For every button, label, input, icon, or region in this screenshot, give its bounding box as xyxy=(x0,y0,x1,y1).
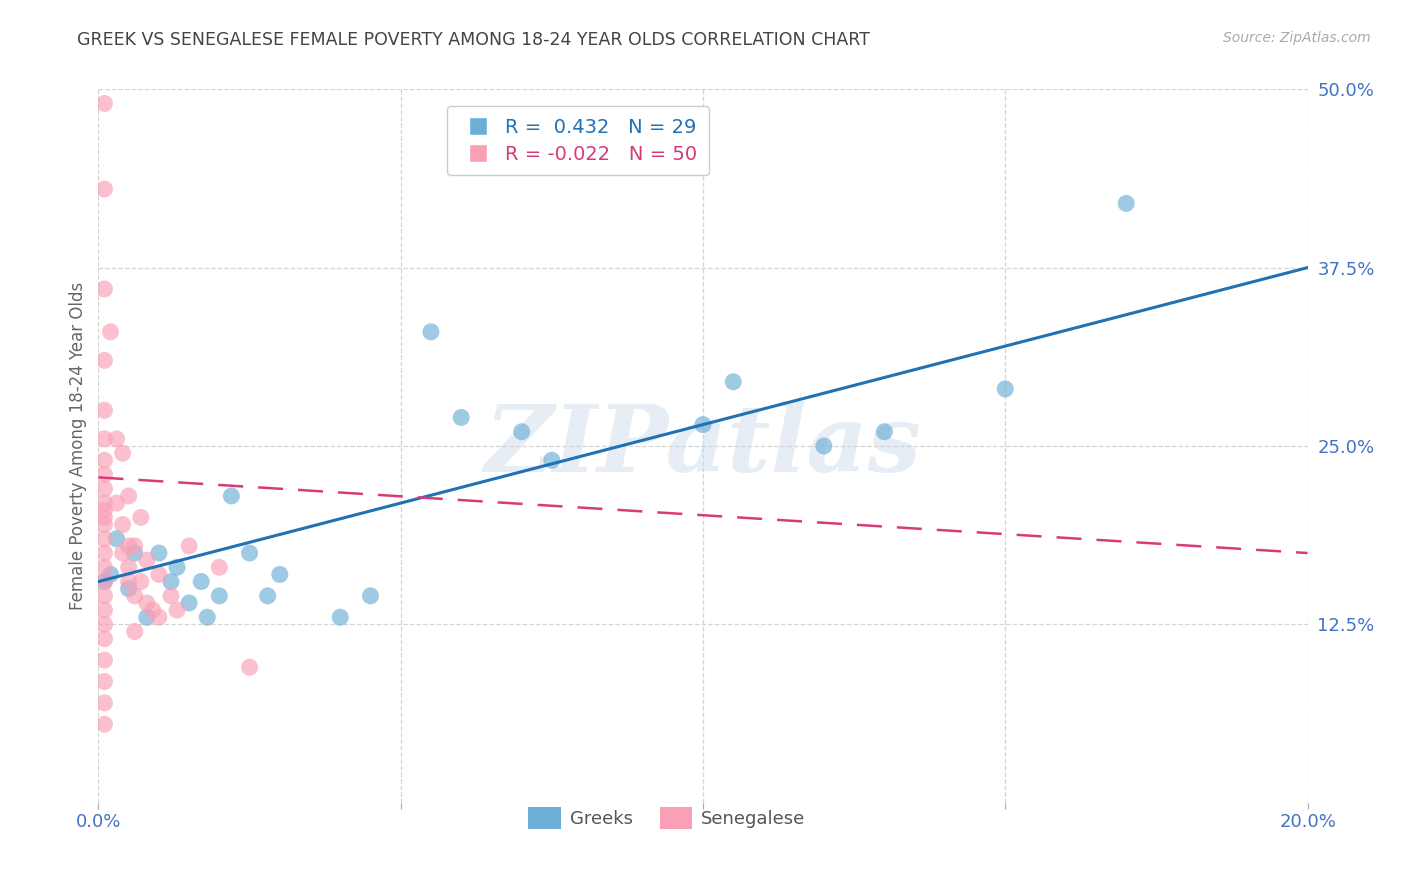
Point xyxy=(129,510,152,524)
Point xyxy=(269,567,291,582)
Point xyxy=(93,96,115,111)
Point xyxy=(179,539,201,553)
Point xyxy=(93,696,115,710)
Point xyxy=(190,574,212,589)
Point xyxy=(93,467,115,482)
Point xyxy=(135,596,157,610)
Point xyxy=(692,417,714,432)
Point xyxy=(111,517,134,532)
Point xyxy=(93,353,115,368)
Point xyxy=(124,589,146,603)
Y-axis label: Female Poverty Among 18-24 Year Olds: Female Poverty Among 18-24 Year Olds xyxy=(69,282,87,610)
Point xyxy=(124,624,146,639)
Point xyxy=(93,589,115,603)
Point xyxy=(239,660,262,674)
Point xyxy=(93,453,115,467)
Point xyxy=(118,582,141,596)
Point xyxy=(105,532,128,546)
Point xyxy=(93,182,115,196)
Point xyxy=(118,574,141,589)
Point xyxy=(221,489,243,503)
Point xyxy=(208,560,231,574)
Point xyxy=(118,489,141,503)
Point xyxy=(100,325,122,339)
Point xyxy=(93,546,115,560)
Point xyxy=(93,503,115,517)
Point xyxy=(873,425,896,439)
Point xyxy=(179,596,201,610)
Point xyxy=(93,574,115,589)
Point xyxy=(93,674,115,689)
Point xyxy=(93,510,115,524)
Point xyxy=(360,589,382,603)
Point xyxy=(208,589,231,603)
Point xyxy=(166,560,188,574)
Point xyxy=(420,325,443,339)
Point xyxy=(93,617,115,632)
Legend: Greeks, Senegalese: Greeks, Senegalese xyxy=(520,800,813,837)
Point xyxy=(135,553,157,567)
Point xyxy=(118,539,141,553)
Point xyxy=(148,610,170,624)
Point xyxy=(93,603,115,617)
Point xyxy=(93,717,115,731)
Point xyxy=(142,603,165,617)
Point xyxy=(111,446,134,460)
Point xyxy=(105,432,128,446)
Point xyxy=(329,610,352,624)
Point xyxy=(450,410,472,425)
Point xyxy=(160,574,183,589)
Point xyxy=(93,632,115,646)
Text: Source: ZipAtlas.com: Source: ZipAtlas.com xyxy=(1223,31,1371,45)
Point xyxy=(93,532,115,546)
Point xyxy=(195,610,218,624)
Point xyxy=(994,382,1017,396)
Point xyxy=(93,653,115,667)
Point xyxy=(124,539,146,553)
Point xyxy=(105,496,128,510)
Text: GREEK VS SENEGALESE FEMALE POVERTY AMONG 18-24 YEAR OLDS CORRELATION CHART: GREEK VS SENEGALESE FEMALE POVERTY AMONG… xyxy=(77,31,870,49)
Point xyxy=(93,432,115,446)
Point xyxy=(148,546,170,560)
Point xyxy=(135,610,157,624)
Point xyxy=(93,496,115,510)
Point xyxy=(510,425,533,439)
Point xyxy=(256,589,278,603)
Point xyxy=(124,546,146,560)
Point xyxy=(129,574,152,589)
Point xyxy=(100,567,122,582)
Text: ZIPatlas: ZIPatlas xyxy=(485,401,921,491)
Point xyxy=(723,375,745,389)
Point xyxy=(166,603,188,617)
Point xyxy=(93,560,115,574)
Point xyxy=(148,567,170,582)
Point xyxy=(540,453,562,467)
Point xyxy=(160,589,183,603)
Point xyxy=(93,403,115,417)
Point xyxy=(111,546,134,560)
Point xyxy=(813,439,835,453)
Point xyxy=(239,546,262,560)
Point xyxy=(93,282,115,296)
Point xyxy=(118,560,141,574)
Point xyxy=(93,517,115,532)
Point xyxy=(93,482,115,496)
Point xyxy=(93,574,115,589)
Point xyxy=(1115,196,1137,211)
